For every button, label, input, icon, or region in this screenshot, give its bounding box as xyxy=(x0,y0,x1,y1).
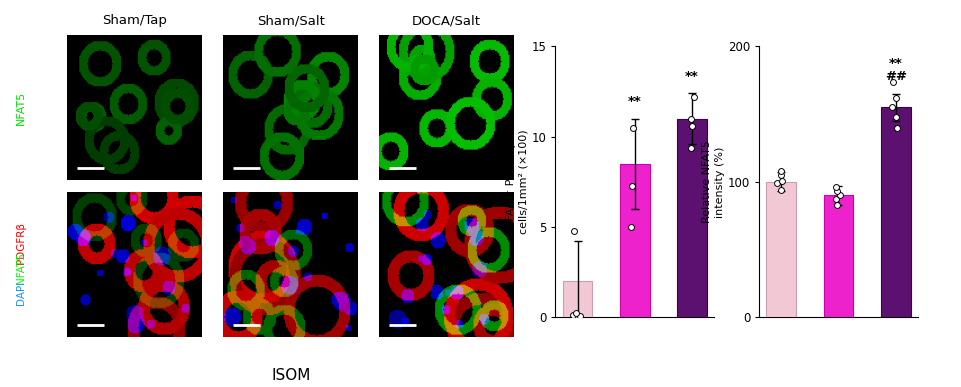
Point xyxy=(565,312,580,318)
Point xyxy=(829,202,845,208)
Point xyxy=(568,310,583,317)
Text: NFAT5: NFAT5 xyxy=(16,252,26,284)
Point xyxy=(885,104,900,111)
Point xyxy=(567,228,582,234)
Text: PDGFRβ: PDGFRβ xyxy=(16,222,26,264)
Text: ISOM: ISOM xyxy=(271,368,310,383)
Text: Sham/Salt: Sham/Salt xyxy=(257,14,325,27)
Point xyxy=(769,180,784,187)
Point xyxy=(773,187,788,193)
Point xyxy=(828,197,844,203)
Bar xyxy=(620,164,650,317)
Point xyxy=(569,313,584,319)
Text: DAPI: DAPI xyxy=(16,281,26,305)
Bar xyxy=(678,119,707,317)
Point xyxy=(832,192,848,199)
Point xyxy=(773,168,788,174)
Point xyxy=(888,95,903,101)
Point xyxy=(773,172,788,178)
Text: **
##: ** ## xyxy=(885,57,906,83)
Bar xyxy=(767,182,796,317)
Y-axis label: Relative NFAT5
intensity (%): Relative NFAT5 intensity (%) xyxy=(702,140,726,223)
Text: **: ** xyxy=(685,70,699,82)
Bar xyxy=(824,195,853,317)
Point xyxy=(684,123,700,129)
Point xyxy=(572,312,587,319)
Point xyxy=(686,94,702,100)
Point xyxy=(625,182,640,188)
Point xyxy=(829,188,845,195)
Bar xyxy=(563,281,592,317)
Text: NFAT5: NFAT5 xyxy=(16,90,26,125)
Point xyxy=(624,224,639,230)
Point xyxy=(774,177,789,184)
Point xyxy=(683,116,699,122)
Point xyxy=(888,114,903,120)
Y-axis label: NFAT5⁺ PDGFRβ⁺
cells/1mm² (×100): NFAT5⁺ PDGFRβ⁺ cells/1mm² (×100) xyxy=(505,130,529,234)
Point xyxy=(683,144,699,151)
Text: Sham/Tap: Sham/Tap xyxy=(102,14,167,27)
Point xyxy=(889,125,904,131)
Point xyxy=(626,125,641,131)
Text: **: ** xyxy=(628,95,642,108)
Text: DOCA/Salt: DOCA/Salt xyxy=(412,14,481,27)
Point xyxy=(828,184,844,190)
Bar xyxy=(881,108,911,317)
Point xyxy=(885,79,900,85)
